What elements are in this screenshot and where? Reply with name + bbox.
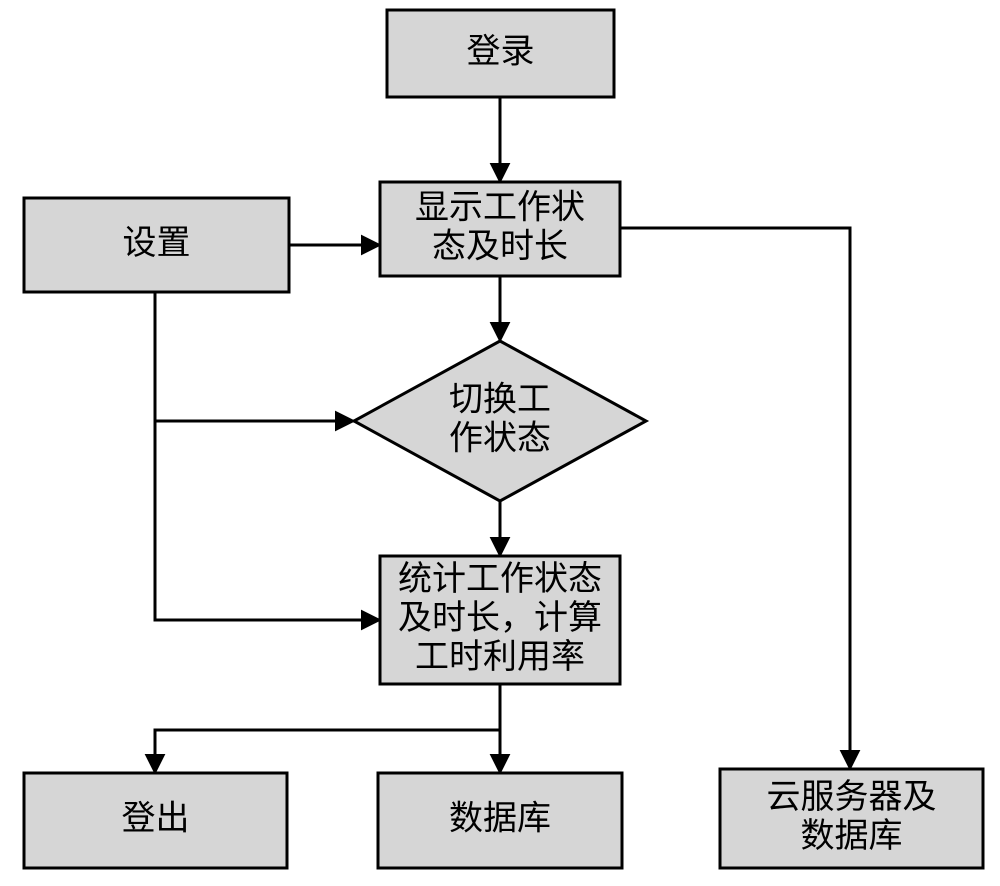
node-logout-label-0: 登出 [122,799,190,837]
node-settings-label-0: 设置 [123,224,191,262]
node-db: 数据库 [378,773,622,868]
node-stats-label-2: 工时利用率 [415,638,585,676]
node-switch-label-0: 切换工 [449,380,551,418]
node-logout: 登出 [24,773,287,868]
node-display-label-1: 态及时长 [432,228,568,266]
node-login: 登录 [387,10,614,97]
node-display: 显示工作状态及时长 [380,182,620,276]
edge-stats-to-logout [155,730,500,773]
edge-display-to-cloud [620,228,850,769]
node-switch: 切换工作状态 [354,341,646,501]
edge-settings-to-stats [155,421,380,620]
node-stats-label-0: 统计工作状态 [398,560,602,598]
edge-settings-to-switch [155,292,354,421]
node-cloud-label-1: 数据库 [801,817,903,855]
node-stats: 统计工作状态及时长，计算工时利用率 [380,556,620,684]
node-stats-label-1: 及时长，计算 [398,599,602,637]
node-settings: 设置 [24,198,289,292]
node-display-label-0: 显示工作状 [415,188,585,226]
node-login-label-0: 登录 [467,32,535,70]
node-switch-label-1: 作状态 [449,420,551,458]
flowchart-canvas: 登录设置 显示工作状态及时长切换工作状态统计工作状态及时长，计算工时利用率登出 数据… [0,0,1000,886]
node-cloud: 云服务器及数据库 [720,769,983,868]
node-cloud-label-0: 云服务器及 [767,778,937,816]
node-db-label-0: 数据库 [449,799,551,837]
